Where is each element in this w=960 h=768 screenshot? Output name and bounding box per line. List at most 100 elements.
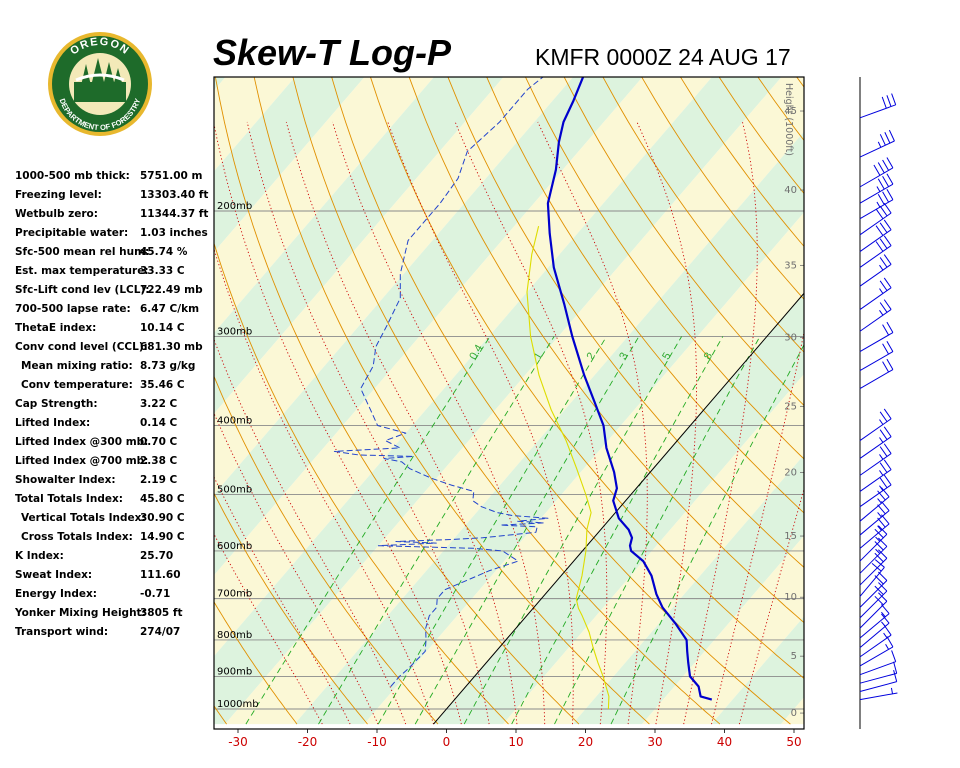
- index-row: Transport wind: 274/07: [15, 624, 215, 643]
- wind-barb: [859, 459, 892, 492]
- x-tick-label: 10: [508, 735, 523, 749]
- index-value: 13303.40 ft: [140, 189, 209, 201]
- wind-barb-feather: [877, 178, 885, 190]
- index-label: Lifted Index @300 mb:: [15, 436, 149, 448]
- index-label: K Index:: [15, 550, 64, 562]
- wind-barb: [859, 277, 892, 310]
- wind-barb-feather: [893, 669, 898, 682]
- x-tick-label: 0: [443, 735, 451, 749]
- pressure-label: 200mb: [217, 201, 252, 212]
- index-value: 33.33 C: [140, 265, 185, 277]
- wind-barb-feather: [877, 193, 885, 205]
- wind-barbs: [859, 93, 898, 701]
- wind-barb-shaft: [859, 245, 892, 268]
- dry-adiabat-line: [214, 492, 368, 725]
- index-label: Lifted Index:: [15, 417, 91, 429]
- wind-barb-feather: [879, 429, 888, 440]
- wind-barb-half-feather: [875, 548, 881, 554]
- height-tick-label: 10: [784, 592, 797, 603]
- index-label: Conv temperature:: [21, 379, 133, 391]
- isotherm-band: [572, 454, 804, 725]
- index-label: Energy Index:: [15, 588, 97, 600]
- sounding-profiles: [333, 77, 713, 710]
- x-tick-label: -20: [298, 735, 318, 749]
- wind-barb: [859, 219, 892, 252]
- wind-barb-feather: [882, 324, 890, 336]
- wind-barb-feather: [893, 661, 898, 674]
- wind-barb-feather: [879, 477, 888, 489]
- wind-barb-half-feather: [877, 141, 882, 148]
- wind-barb: [859, 254, 892, 287]
- height-tick-label: 15: [784, 531, 797, 542]
- index-label: Lifted Index @700 mb:: [15, 455, 149, 467]
- wind-barb-feather: [886, 636, 894, 648]
- index-label: 700-500 lapse rate:: [15, 303, 131, 315]
- wind-barb-half-feather: [879, 454, 884, 460]
- x-tick-label: 20: [578, 735, 593, 749]
- wind-barb-half-feather: [879, 485, 884, 491]
- index-label: Conv cond level (CCL):: [15, 341, 148, 353]
- index-label: Transport wind:: [15, 626, 109, 638]
- x-tick-label: -30: [228, 735, 248, 749]
- wind-barb: [859, 443, 892, 476]
- wind-barb: [859, 613, 890, 648]
- wind-barb-feather: [879, 280, 888, 291]
- dry-adiabat-line: [486, 77, 804, 514]
- wind-barb-feather: [879, 205, 888, 217]
- wind-barb: [859, 501, 890, 536]
- isotherm-band: [294, 131, 804, 725]
- wind-barb-shaft: [859, 183, 894, 204]
- index-value: 111.60: [140, 569, 181, 581]
- wind-barb-shaft: [859, 369, 894, 389]
- index-value: 3805 ft: [140, 607, 183, 619]
- wind-barb-feather: [883, 426, 892, 437]
- pressure-label: 1000mb: [217, 699, 259, 710]
- index-value: 2.19 C: [140, 474, 178, 486]
- wind-barb-feather: [883, 277, 892, 289]
- index-value: 45.80 C: [140, 493, 185, 505]
- dry-adiabat-line: [214, 375, 439, 725]
- index-row: 700-500 lapse rate: 6.47 C/km: [15, 301, 215, 320]
- isotherm-band: [642, 535, 804, 725]
- dewpoint-profile-line: [333, 77, 549, 687]
- index-value: 5751.00 m: [140, 170, 203, 182]
- chart-title: Skew-T Log-P: [213, 32, 452, 73]
- moist-adiabat-line: [214, 533, 323, 725]
- wind-barb-half-feather: [881, 621, 886, 627]
- mixing-ratio-line: [318, 336, 555, 725]
- x-axis-ticks: -30 -20 -10 0 10 20 30 40 50: [228, 729, 802, 749]
- index-row: Energy Index: -0.71: [15, 586, 215, 605]
- mixing-ratio-line: [377, 336, 607, 725]
- pressure-label: 600mb: [217, 541, 252, 552]
- wind-barb-feather: [875, 241, 884, 252]
- dry-adiabat-line: [852, 0, 960, 724]
- wind-barb: [859, 582, 888, 619]
- wind-barb-shaft: [859, 613, 890, 639]
- dry-adiabat-line: [370, 77, 804, 679]
- wind-barb-feather: [879, 446, 888, 457]
- wind-barb: [859, 636, 894, 667]
- moist-adiabat-line: [332, 121, 546, 725]
- index-row: Sfc-Lift cond lev (LCL): 722.49 mb: [15, 282, 215, 301]
- isotherm-band: [0, 0, 156, 724]
- wind-barb-feather: [879, 222, 888, 233]
- wind-barb-feather: [879, 134, 886, 146]
- index-value: 681.30 mb: [140, 341, 203, 353]
- wind-barb: [859, 669, 898, 692]
- mixing-ratio-label: 3: [617, 351, 630, 362]
- parcel-profile-line: [526, 225, 610, 710]
- mixing-ratio-label: 8: [702, 351, 715, 362]
- wind-barb: [859, 624, 892, 658]
- wind-barb-shaft: [859, 661, 896, 676]
- index-row: Showalter Index: 2.19 C: [15, 472, 215, 491]
- index-label: Yonker Mixing Height:: [15, 607, 146, 619]
- wind-barb-feather: [883, 299, 892, 310]
- wind-barb-feather: [874, 552, 884, 563]
- wind-barb-feather: [874, 585, 884, 595]
- index-value: 45.74 %: [140, 246, 188, 258]
- isotherm-band: [0, 0, 225, 724]
- index-row: ThetaE index: 10.14 C: [15, 320, 215, 339]
- wind-barb-feather: [882, 361, 890, 373]
- dry-adiabat-line: [563, 77, 804, 407]
